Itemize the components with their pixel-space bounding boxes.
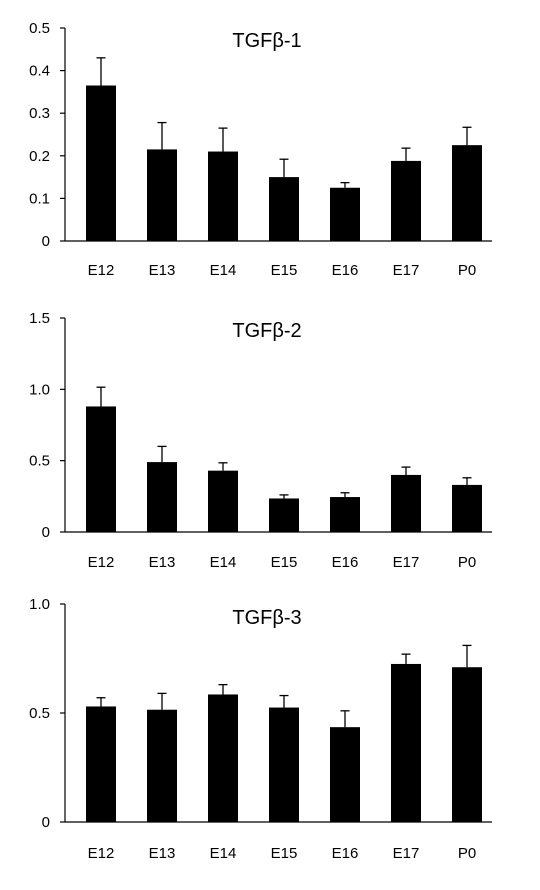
bar-e13 bbox=[147, 709, 177, 822]
chart-title: TGFβ-2 bbox=[232, 320, 301, 342]
y-tick-label: 0.5 bbox=[29, 20, 50, 37]
y-tick-label: 0.4 bbox=[29, 63, 50, 80]
y-tick-label: 1.0 bbox=[29, 381, 50, 398]
bar-e12 bbox=[86, 406, 116, 532]
y-tick-label: 0 bbox=[42, 524, 50, 541]
bar-e14 bbox=[208, 470, 238, 532]
bar-e13 bbox=[147, 462, 177, 532]
x-tick-label: E16 bbox=[332, 554, 359, 571]
bar-e17 bbox=[391, 160, 421, 241]
x-tick-label: E13 bbox=[149, 554, 176, 571]
x-tick-label: E16 bbox=[332, 845, 359, 862]
bar-e15 bbox=[269, 707, 299, 822]
x-tick-label: P0 bbox=[458, 845, 476, 862]
x-tick-label: E12 bbox=[88, 554, 115, 571]
chart-title: TGFβ-3 bbox=[232, 607, 301, 629]
x-tick-label: E14 bbox=[210, 845, 237, 862]
bar-e12 bbox=[86, 85, 116, 241]
y-tick-label: 0 bbox=[42, 233, 50, 250]
x-tick-label: E17 bbox=[393, 845, 420, 862]
y-tick-label: 0.1 bbox=[29, 190, 50, 207]
bar-p0 bbox=[452, 667, 482, 822]
x-tick-label: E12 bbox=[88, 262, 115, 279]
x-tick-label: E15 bbox=[271, 554, 298, 571]
bar-e14 bbox=[208, 694, 238, 822]
bar-e17 bbox=[391, 663, 421, 822]
bar-e15 bbox=[269, 177, 299, 241]
bar-e16 bbox=[330, 497, 360, 532]
x-tick-label: E14 bbox=[210, 554, 237, 571]
chart-panel-3: 0 0.5 1.0 E12 E13 E14 E15 E16 E17 P0 TGFβ-3 bbox=[29, 596, 492, 862]
y-tick-label: 1.0 bbox=[29, 596, 50, 613]
x-tick-label: E12 bbox=[88, 845, 115, 862]
x-tick-label: E13 bbox=[149, 845, 176, 862]
y-tick-label: 0.3 bbox=[29, 105, 50, 122]
chart-title: TGFβ-1 bbox=[232, 30, 301, 52]
x-tick-label: P0 bbox=[458, 554, 476, 571]
chart-panel-1: 0 0.1 0.2 0.3 0.4 0.5 E12 E13 E14 E15 E16 E17 P0 TGFβ… bbox=[29, 20, 492, 279]
chart-panel-2: 0 0.5 1.0 1.5 E12 E13 E14 E15 E16 E17 P0 TGFβ-2 bbox=[29, 310, 492, 571]
y-tick-label: 0.5 bbox=[29, 705, 50, 722]
x-tick-label: E17 bbox=[393, 554, 420, 571]
bar-p0 bbox=[452, 145, 482, 241]
bar-p0 bbox=[452, 484, 482, 532]
bar-e12 bbox=[86, 706, 116, 822]
x-tick-label: E16 bbox=[332, 262, 359, 279]
x-tick-label: E13 bbox=[149, 262, 176, 279]
x-tick-label: E17 bbox=[393, 262, 420, 279]
bar-e14 bbox=[208, 151, 238, 241]
y-tick-label: 1.5 bbox=[29, 310, 50, 327]
y-tick-label: 0.2 bbox=[29, 148, 50, 165]
x-tick-label: E15 bbox=[271, 262, 298, 279]
x-tick-label: E14 bbox=[210, 262, 237, 279]
x-tick-label: P0 bbox=[458, 262, 476, 279]
bar-e13 bbox=[147, 149, 177, 241]
bar-e17 bbox=[391, 474, 421, 532]
y-tick-label: 0.5 bbox=[29, 453, 50, 470]
bar-e16 bbox=[330, 727, 360, 822]
x-tick-label: E15 bbox=[271, 845, 298, 862]
bar-e16 bbox=[330, 187, 360, 241]
bar-e15 bbox=[269, 498, 299, 532]
y-tick-label: 0 bbox=[42, 814, 50, 831]
